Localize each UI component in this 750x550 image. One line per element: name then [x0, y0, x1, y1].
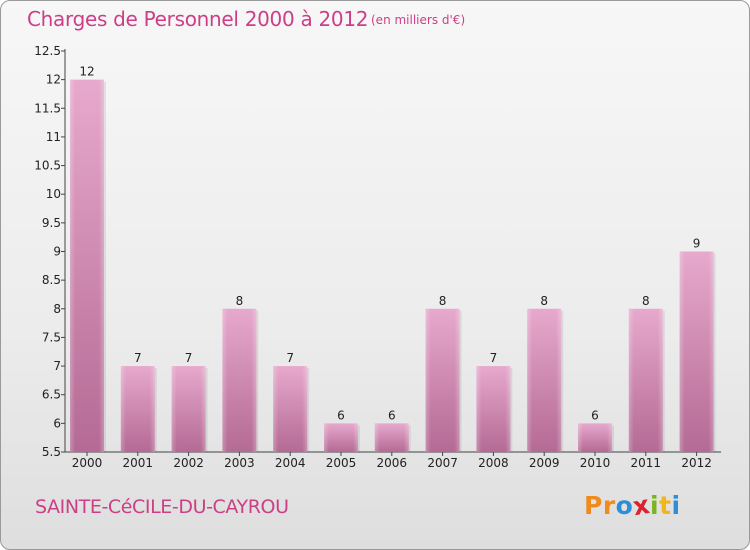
y-tick-label: 5.5: [42, 445, 61, 459]
chart-title: Charges de Personnel 2000 à 2012: [27, 7, 369, 31]
bar-highlight: [425, 308, 460, 452]
bar-highlight: [120, 366, 155, 452]
bar-highlight: [527, 308, 562, 452]
x-tick-label: 2007: [427, 456, 458, 470]
x-tick-label: 2006: [377, 456, 408, 470]
y-tick-label: 9.5: [42, 216, 61, 230]
bar-highlight: [578, 423, 612, 452]
bar-highlight: [70, 79, 104, 453]
y-tick-label: 6.5: [42, 388, 61, 402]
y-tick-label: 9: [53, 245, 61, 259]
data-label: 7: [490, 351, 498, 365]
y-tick-label: 12.5: [34, 44, 61, 58]
data-label: 8: [439, 294, 447, 308]
x-tick-label: 2005: [326, 456, 357, 470]
y-tick-label: 8.5: [42, 273, 61, 287]
y-tick-label: 10.5: [34, 159, 61, 173]
data-label: 6: [591, 408, 599, 422]
bar-highlight: [679, 251, 714, 452]
y-tick-label: 7: [53, 359, 61, 373]
bar-highlight: [476, 366, 511, 452]
data-label: 7: [134, 351, 142, 365]
x-tick-label: 2003: [224, 456, 255, 470]
y-tick-label: 12: [46, 73, 61, 87]
x-tick-label: 2002: [173, 456, 204, 470]
x-tick-label: 2000: [72, 456, 103, 470]
proxiti-logo: Proxiti: [584, 490, 681, 521]
logo-letter: P: [584, 491, 603, 520]
logo-letter: o: [615, 491, 634, 520]
logo-letter: t: [659, 491, 672, 520]
bar-highlight: [374, 423, 409, 452]
data-label: 8: [236, 294, 244, 308]
y-tick-label: 11.5: [34, 101, 61, 115]
bar-highlight: [324, 423, 358, 452]
y-tick-label: 11: [46, 130, 61, 144]
bar-highlight: [273, 366, 308, 452]
data-label: 6: [337, 408, 345, 422]
x-tick-label: 2004: [275, 456, 306, 470]
x-tick-label: 2012: [681, 456, 712, 470]
y-tick-label: 10: [46, 187, 61, 201]
chart-subtitle: (en milliers d'€): [371, 13, 466, 27]
logo-letter: i: [671, 491, 681, 520]
x-tick-label: 2008: [478, 456, 509, 470]
bar-highlight: [171, 366, 206, 452]
data-label: 9: [693, 237, 701, 251]
data-label: 7: [185, 351, 193, 365]
data-label: 8: [642, 294, 650, 308]
x-tick-label: 2009: [529, 456, 560, 470]
bar-highlight: [628, 308, 663, 452]
data-label: 7: [286, 351, 294, 365]
y-tick-label: 7.5: [42, 330, 61, 344]
x-tick-label: 2011: [631, 456, 662, 470]
x-tick-label: 2001: [123, 456, 154, 470]
data-label: 12: [79, 65, 94, 79]
y-tick-label: 8: [53, 302, 61, 316]
x-tick-label: 2010: [580, 456, 611, 470]
y-tick-label: 6: [53, 416, 61, 430]
data-label: 8: [540, 294, 548, 308]
bar-highlight: [222, 308, 257, 452]
logo-letter: i: [650, 491, 660, 520]
logo-letter: r: [602, 491, 616, 520]
commune-name: SAINTE-CéCILE-DU-CAYROU: [35, 496, 289, 518]
data-label: 6: [388, 408, 396, 422]
